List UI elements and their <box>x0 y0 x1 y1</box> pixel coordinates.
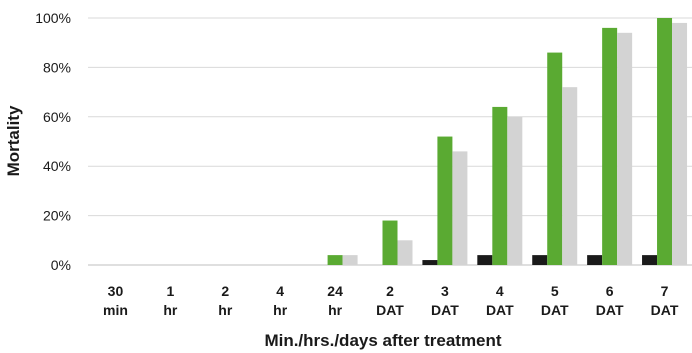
x-axis-ticks: 30 min 1 hr 2 hr 4 hr 24 hr 2 DAT 3 DAT 4 DAT 5 DAT 6 DAT 7 D… <box>103 283 679 318</box>
x-tick-label: DAT <box>596 302 624 318</box>
y-tick-label: 0% <box>51 257 71 273</box>
y-axis-ticks: 0% 20% 40% 60% 80% 100% <box>35 10 71 273</box>
x-axis-title: Min./hrs./days after treatment <box>264 331 501 350</box>
y-tick-label: 20% <box>43 208 71 224</box>
bar-series-1 <box>477 255 493 265</box>
x-tick-label: DAT <box>431 302 459 318</box>
x-tick-label: 30 <box>108 283 124 299</box>
y-tick-label: 100% <box>35 10 71 26</box>
bar-series-1 <box>642 255 658 265</box>
x-tick-label: 1 <box>166 283 174 299</box>
x-tick-label: 7 <box>661 283 669 299</box>
x-tick-label: hr <box>163 302 178 318</box>
x-tick-label: hr <box>328 302 343 318</box>
x-tick-label: DAT <box>486 302 514 318</box>
x-tick-label: 4 <box>276 283 284 299</box>
y-tick-label: 40% <box>43 158 71 174</box>
bar-series-3 <box>617 32 633 265</box>
bar-series-1 <box>422 260 438 265</box>
x-tick-label: 5 <box>551 283 559 299</box>
bar-series-2 <box>492 106 508 265</box>
x-tick-label: hr <box>218 302 233 318</box>
bar-series-2 <box>547 52 563 265</box>
x-tick-label: DAT <box>651 302 679 318</box>
bar-series-2 <box>382 220 398 265</box>
y-axis-title: Mortality <box>4 105 23 176</box>
bar-series-3 <box>562 87 578 265</box>
x-tick-label: min <box>103 302 128 318</box>
bar-series-3 <box>397 240 413 265</box>
x-tick-label: 24 <box>327 283 343 299</box>
y-tick-label: 80% <box>43 59 71 75</box>
x-tick-label: 2 <box>221 283 229 299</box>
bar-series-3 <box>672 22 688 265</box>
x-tick-label: DAT <box>541 302 569 318</box>
bar-series-1 <box>587 255 603 265</box>
bar-series-3 <box>342 255 358 265</box>
bar-series-2 <box>437 136 453 265</box>
bar-series-2 <box>327 255 343 265</box>
x-tick-label: 6 <box>606 283 614 299</box>
x-tick-label: 2 <box>386 283 394 299</box>
x-tick-label: DAT <box>376 302 404 318</box>
bar-series-1 <box>532 255 548 265</box>
x-tick-label: 3 <box>441 283 449 299</box>
bar-series-3 <box>507 116 523 265</box>
bar-series-2 <box>657 18 673 265</box>
y-tick-label: 60% <box>43 109 71 125</box>
bar-series-3 <box>452 151 468 265</box>
x-tick-label: 4 <box>496 283 504 299</box>
bar-series-2 <box>602 27 618 265</box>
bars <box>327 18 688 265</box>
x-tick-label: hr <box>273 302 288 318</box>
